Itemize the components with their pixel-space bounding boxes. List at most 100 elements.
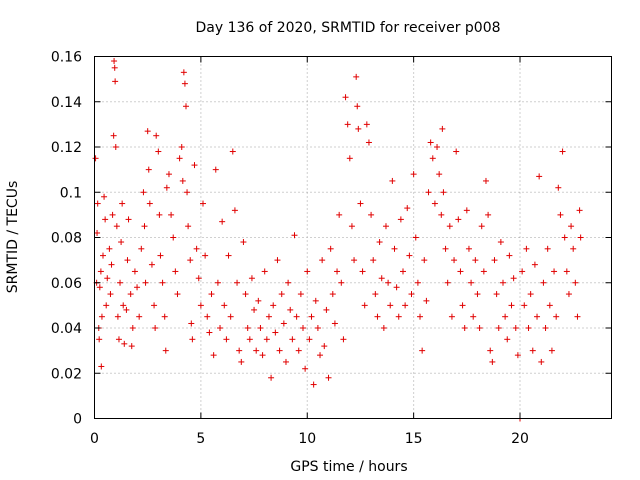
data-point <box>165 171 172 178</box>
data-point <box>493 291 500 298</box>
data-point <box>338 279 345 286</box>
data-point <box>172 268 179 275</box>
data-point <box>431 200 438 207</box>
data-point <box>121 340 128 347</box>
data-point <box>510 275 517 282</box>
data-point <box>94 229 101 236</box>
data-point <box>485 211 492 218</box>
data-point <box>127 291 134 298</box>
data-point <box>304 268 311 275</box>
data-point <box>555 184 562 191</box>
data-point <box>219 218 226 225</box>
y-tick-label: 0 <box>73 412 82 428</box>
data-point <box>125 216 132 223</box>
data-point <box>351 257 358 264</box>
data-point <box>502 313 509 320</box>
data-point <box>117 279 124 286</box>
data-point <box>295 347 302 354</box>
data-point <box>472 257 479 264</box>
data-point <box>123 306 130 313</box>
y-axis-label: SRMTID / TECUs <box>5 181 21 294</box>
data-point <box>112 144 119 150</box>
data-point <box>423 297 430 304</box>
data-point <box>148 261 155 268</box>
x-tick-label: 10 <box>298 431 316 447</box>
data-point <box>142 279 149 286</box>
y-tick-label: 0.02 <box>51 366 82 382</box>
data-point <box>156 211 163 218</box>
data-points <box>92 58 584 422</box>
data-point <box>180 69 187 76</box>
data-point <box>370 257 377 264</box>
data-point <box>112 78 119 85</box>
data-point <box>314 325 321 331</box>
data-point <box>255 297 262 304</box>
data-point <box>512 325 519 331</box>
data-point <box>406 252 413 259</box>
data-point <box>319 257 326 264</box>
data-point <box>244 325 251 331</box>
data-point <box>385 279 392 286</box>
data-point <box>421 257 428 264</box>
data-point <box>145 166 152 173</box>
data-point <box>461 325 468 331</box>
data-point <box>109 211 116 218</box>
data-point <box>113 223 120 230</box>
data-point <box>282 358 289 365</box>
data-point <box>397 216 404 223</box>
data-point <box>440 189 447 196</box>
data-point <box>221 302 228 309</box>
data-point <box>217 325 224 331</box>
data-point <box>161 313 168 320</box>
data-point <box>234 279 241 286</box>
data-point <box>146 200 153 207</box>
data-point <box>434 144 441 150</box>
data-point <box>293 313 300 320</box>
data-point <box>395 313 402 320</box>
data-point <box>427 139 434 146</box>
data-point <box>268 374 275 381</box>
data-point <box>342 94 349 101</box>
data-point <box>491 257 498 264</box>
data-point <box>408 291 415 298</box>
data-point <box>101 193 108 200</box>
data-point <box>153 132 160 139</box>
x-tick-label: 15 <box>405 431 423 447</box>
data-point <box>124 257 131 264</box>
data-point <box>348 223 355 230</box>
data-point <box>410 171 417 178</box>
data-point <box>98 313 105 320</box>
data-point <box>327 245 334 252</box>
data-point <box>152 325 159 331</box>
data-point <box>227 313 234 320</box>
data-point <box>329 291 336 298</box>
data-point <box>519 268 526 275</box>
data-point <box>553 313 560 320</box>
data-point <box>193 245 200 252</box>
data-point <box>551 268 558 275</box>
data-point <box>559 148 566 155</box>
data-point <box>340 336 347 343</box>
data-point <box>557 211 564 218</box>
data-point <box>253 347 260 354</box>
axis-ticks: 0 5 10 15 20 0 0.02 0.04 0.06 0.08 0.1 0.12 0.14 0.16 <box>51 50 612 447</box>
data-point <box>159 279 166 286</box>
data-point <box>272 329 279 336</box>
data-point <box>212 166 219 173</box>
x-tick-label: 20 <box>511 431 529 447</box>
data-point <box>468 279 475 286</box>
data-point <box>179 177 186 184</box>
data-point <box>119 200 126 207</box>
data-point <box>353 73 360 80</box>
data-point <box>568 223 575 230</box>
y-tick-label: 0.08 <box>51 231 82 247</box>
data-point <box>563 268 570 275</box>
data-point <box>438 211 445 218</box>
data-point <box>331 320 338 327</box>
data-point <box>344 121 351 128</box>
data-point <box>106 245 113 252</box>
data-point <box>306 336 313 343</box>
data-point <box>144 128 151 135</box>
data-point <box>478 223 485 230</box>
data-point <box>404 205 411 212</box>
